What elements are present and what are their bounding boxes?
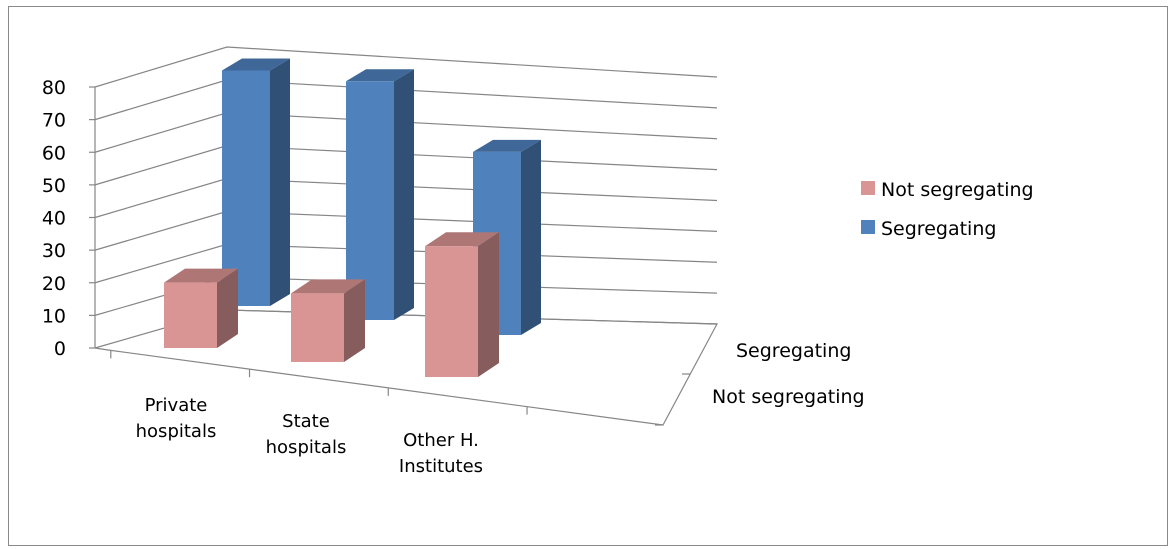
bar-not-segregating <box>291 279 365 362</box>
bar-top-face <box>425 232 499 247</box>
category-label: Institutes <box>399 456 483 477</box>
y-tick-label: 30 <box>42 240 66 262</box>
legend-swatch <box>861 181 875 195</box>
category-label: hospitals <box>136 421 217 442</box>
bar-side-face <box>270 58 290 307</box>
bar-top-face <box>346 69 414 82</box>
bar-not-segregating <box>425 232 499 377</box>
bar-front-face <box>222 70 270 306</box>
bar-side-face <box>521 139 541 335</box>
y-tick-label: 80 <box>42 77 66 99</box>
y-tick-label: 40 <box>42 208 66 230</box>
bar-side-face <box>217 268 238 348</box>
bar-front-face <box>425 246 478 377</box>
bar-front-face <box>291 293 344 362</box>
bar-side-face <box>344 279 365 362</box>
bar-segregating <box>346 69 414 320</box>
y-tick-label: 60 <box>42 142 66 164</box>
bar-front-face <box>346 81 394 320</box>
bar-segregating <box>222 58 290 307</box>
bar-top-face <box>473 139 541 152</box>
bar-front-face <box>164 282 217 348</box>
bars <box>164 58 541 377</box>
y-tick-label: 50 <box>42 175 66 197</box>
y-tick-label: 20 <box>42 273 66 295</box>
bar-top-face <box>291 279 365 294</box>
category-label: Other H. <box>403 430 479 451</box>
legend: Not segregating Segregating <box>861 179 1034 240</box>
category-label: Private <box>145 395 208 416</box>
bar-side-face <box>478 232 499 377</box>
y-tick-label: 70 <box>42 110 66 132</box>
legend-swatch <box>861 220 875 234</box>
category-label: State <box>282 411 330 432</box>
legend-entry: Not segregating <box>881 179 1034 201</box>
y-tick-label: 10 <box>42 305 66 327</box>
legend-entry: Segregating <box>881 218 996 240</box>
gridline <box>94 46 718 88</box>
category-label: hospitals <box>266 437 347 458</box>
bar-not-segregating <box>164 268 238 348</box>
axes <box>89 86 718 426</box>
y-tick-label: 0 <box>54 338 66 360</box>
depth-axis-label: Not segregating <box>712 386 865 408</box>
bar-side-face <box>394 69 414 320</box>
bar-top-face <box>222 58 290 71</box>
depth-axis-label: Segregating <box>736 340 851 362</box>
axis-labels: 0 10 20 30 40 50 60 70 80 Private hospitals State ho… <box>42 77 865 477</box>
bar-top-face <box>164 268 238 283</box>
